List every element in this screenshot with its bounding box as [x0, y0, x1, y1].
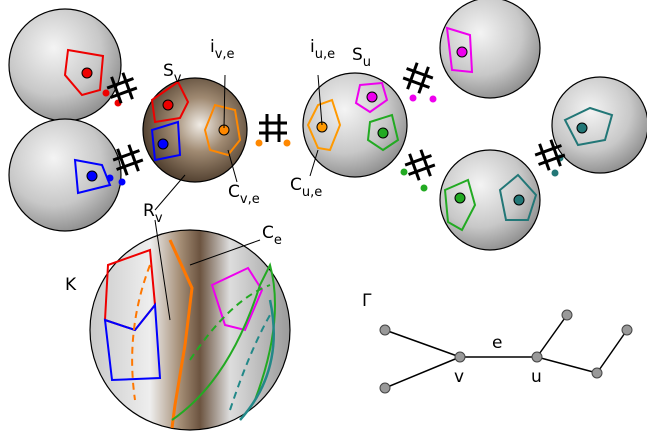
- label-sub: u,e: [302, 185, 322, 200]
- label-main: S: [163, 61, 174, 81]
- label-s-v: Sv: [163, 61, 182, 86]
- graph-title: Γ: [362, 291, 372, 311]
- leader-lines: [154, 74, 323, 321]
- edge-label: e: [492, 333, 502, 353]
- label-s-u: Su: [352, 45, 371, 70]
- glue-symbols: [106, 62, 566, 181]
- label-c-e: Ce: [262, 223, 282, 248]
- label-i-ve: iv,e: [210, 37, 235, 62]
- label-main: C: [262, 223, 274, 243]
- points: [81, 46, 588, 206]
- label-i-ue: iu,e: [310, 37, 335, 62]
- label-r-v: Rv: [143, 201, 163, 226]
- label-main: C: [290, 175, 302, 195]
- label-c-ue: Cu,e: [290, 175, 322, 200]
- label-k: K: [65, 275, 77, 295]
- label-sub: v: [174, 71, 182, 86]
- polygons: [63, 26, 614, 429]
- label-main: R: [143, 201, 155, 221]
- label-c-ve: Cv,e: [228, 182, 260, 207]
- label-sub: v,e: [215, 47, 235, 62]
- label-sub: e: [274, 233, 282, 248]
- label-main: S: [352, 45, 363, 65]
- label-main: i: [210, 37, 215, 57]
- label-sub: v,e: [240, 192, 260, 207]
- node-label: u: [531, 367, 542, 387]
- spheres: [8, 0, 647, 431]
- label-main: i: [310, 37, 315, 57]
- label-sub: v: [155, 211, 163, 226]
- label-main: C: [228, 182, 240, 202]
- label-sub: u,e: [315, 47, 335, 62]
- label-sub: u: [363, 55, 371, 70]
- graph: Γ e v u: [362, 291, 633, 394]
- node-label: v: [454, 367, 464, 387]
